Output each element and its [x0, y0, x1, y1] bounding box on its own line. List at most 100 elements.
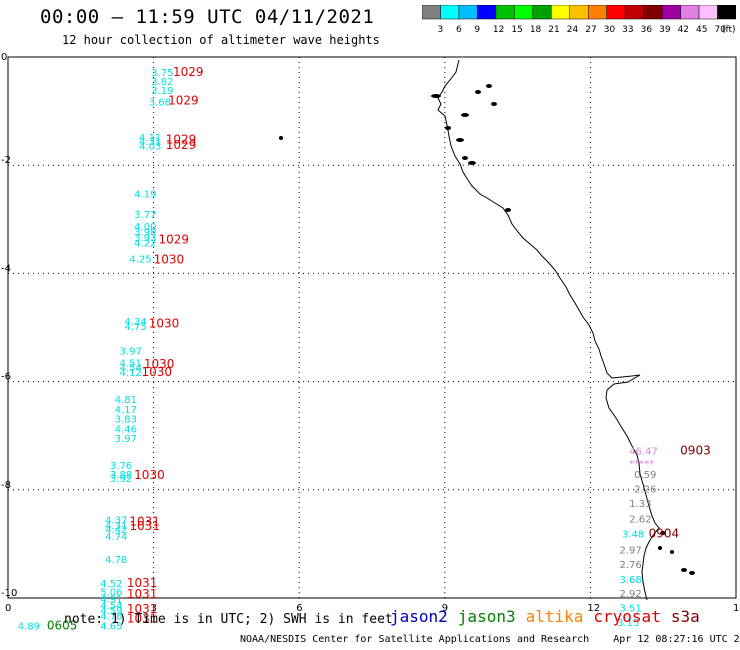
wave-height-value: 2.26: [634, 485, 656, 496]
island-shape: [491, 102, 497, 106]
scale-label: 45: [696, 25, 707, 35]
obs-time-label: 1031: [129, 519, 160, 533]
wave-height-value: 4.74: [105, 532, 127, 543]
obs-time-label: 1031: [127, 611, 158, 625]
scale-label: 18: [530, 25, 542, 35]
wave-height-value: 4.11: [139, 133, 161, 144]
obs-time-label: 1029: [166, 138, 197, 152]
map-title: 00:00 – 11:59 UTC 04/11/2021: [40, 6, 375, 28]
scale-label: 39: [659, 25, 671, 35]
obs-time-label: 1030: [154, 253, 185, 267]
island-shape: [279, 136, 283, 140]
wave-height-value: 2.62: [629, 514, 651, 525]
obs-time-label: 1030: [149, 317, 180, 331]
y-tick-label: -8: [1, 480, 11, 491]
wave-height-value: 4.52: [100, 579, 122, 590]
time-labels: 1029102910291029102910301030103010301030…: [47, 65, 711, 632]
island-shape: [475, 90, 481, 94]
wave-height-value: 3.82: [151, 77, 173, 88]
obs-time-label: 0605: [47, 618, 78, 632]
scale-label: 27: [585, 25, 596, 35]
y-tick-label: 0: [1, 52, 7, 63]
obs-time-label: 1029: [173, 65, 204, 79]
island-shape: [689, 571, 695, 575]
x-tick-label: 9: [442, 603, 448, 614]
wave-height-value: 4.37: [105, 515, 127, 526]
wave-height-value: 4.19: [134, 190, 156, 201]
y-tick-label: -6: [1, 372, 11, 383]
wave-height-value: 4.17: [115, 405, 137, 416]
scale-swatch: [717, 5, 736, 20]
wave-height-value: 4.31: [105, 521, 127, 532]
obs-time-label: 1030: [134, 468, 165, 482]
wave-height-value: 4.81: [115, 395, 137, 406]
legend-s3a: s3a: [670, 607, 700, 626]
scale-label: 42: [678, 25, 689, 35]
obs-time-label: 1031: [127, 587, 158, 601]
wave-height-value: 3.48: [622, 529, 644, 540]
legend-cryosat: cryosat: [593, 607, 661, 626]
y-tick-label: -4: [1, 263, 11, 274]
islands: [279, 84, 695, 575]
wave-height-value: 4.65: [100, 621, 122, 632]
wave-height-value: 4.54: [120, 363, 142, 374]
footnote: note: 1) Time is in UTC; 2) SWH is in fe…: [64, 612, 393, 627]
wave-height-value: 4.89: [18, 621, 40, 632]
wave-height-value: 3.15: [617, 618, 639, 629]
obs-time-label: 1029: [168, 94, 199, 108]
wave-height-value: 3.88: [110, 470, 132, 481]
legend-jason2: jason2: [390, 607, 448, 626]
y-tick-label: -10: [1, 588, 17, 599]
obs-time-label: 0903: [680, 444, 711, 458]
scale-unit: (ft): [722, 25, 736, 35]
coastline: [437, 59, 660, 601]
wave-height-value: 4.12: [120, 368, 142, 379]
wave-height-value: 4.78: [100, 612, 122, 623]
wave-height-value: *****: [629, 459, 654, 470]
scale-label: 12: [493, 25, 504, 35]
island-shape: [681, 568, 687, 572]
wave-height-value: 3.51: [620, 604, 642, 615]
island-shape: [505, 208, 511, 212]
scale-label: 33: [622, 25, 633, 35]
obs-time-label: 1030: [141, 365, 172, 379]
obs-time-label: 1031: [129, 515, 160, 529]
satellite-legend: jason2 jason3 altika cryosat s3a: [390, 607, 710, 626]
wave-height-value: 4.03: [139, 142, 161, 153]
wave-height-value: 3.77: [134, 210, 156, 221]
map-grid: 0 3 6 9 12 15 0 -2 -4 -6 -8 -10: [1, 52, 740, 614]
wave-height-value: 3.97: [120, 347, 142, 358]
wave-height-value: 4.31: [139, 137, 161, 148]
wave-height-value: 5.06: [100, 587, 122, 598]
island-shape: [658, 546, 662, 550]
map-subtitle: 12 hour collection of altimeter wave hei…: [62, 33, 380, 47]
wave-height-value: 3.76: [110, 461, 132, 472]
island-shape: [462, 156, 468, 160]
wave-height-value: 3.19: [151, 86, 173, 97]
wave-height-value: 4.42: [105, 525, 127, 536]
x-tick-label: 3: [151, 603, 157, 614]
color-scale: 3 6 9 12 15 18 21 24 27 30 33 36 39 42 45 70(ft): [422, 5, 736, 35]
wave-height-value: 4.54: [100, 601, 122, 612]
obs-time-label: 0904: [649, 526, 680, 540]
island-shape: [461, 113, 469, 117]
wave-height-value: 3.98: [134, 228, 156, 239]
x-tick-label: 6: [296, 603, 302, 614]
wave-height-value: 2.97: [620, 546, 642, 557]
wave-height-value: 4.34: [124, 317, 146, 328]
wave-height-value: 3.92: [110, 474, 132, 485]
x-tick-label: 0: [5, 603, 11, 614]
wave-height-value: 2.76: [620, 560, 642, 571]
scale-label: 21: [548, 25, 559, 35]
wave-height-value: 4.25: [129, 255, 151, 266]
island-shape: [486, 84, 492, 88]
obs-time-label: 1031: [127, 576, 158, 590]
wave-height-value: 4.59: [100, 606, 122, 617]
obs-time-label: 1031: [127, 602, 158, 616]
scale-label: 15: [511, 25, 522, 35]
wave-height-value: 46.47: [629, 447, 658, 458]
wave-height-value: 4.75: [124, 322, 146, 333]
wave-height-value: 2.92: [620, 589, 642, 600]
scale-label: 9: [474, 25, 480, 35]
